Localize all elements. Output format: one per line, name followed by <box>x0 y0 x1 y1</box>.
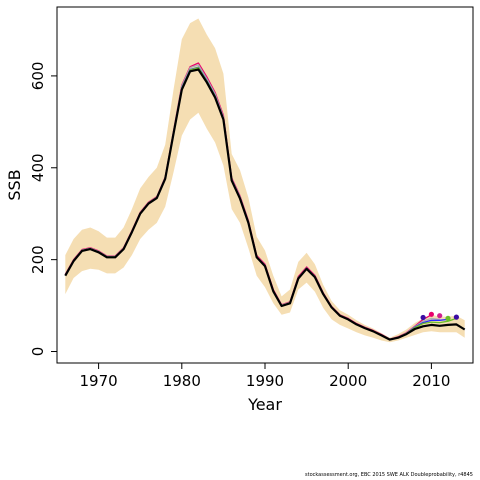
x-tick-label: 1970 <box>80 372 118 390</box>
end-points-layer <box>420 311 459 321</box>
x-tick-label: 2000 <box>329 372 367 390</box>
series-line-3 <box>64 66 449 341</box>
series-layer <box>64 62 466 341</box>
y-tick-label: 600 <box>29 62 47 91</box>
series-line-2 <box>64 64 440 340</box>
series-line-5 <box>64 68 466 341</box>
end-point-4 <box>445 315 451 321</box>
end-point-1 <box>420 314 426 321</box>
x-axis-title: Year <box>247 395 282 414</box>
confidence-band-layer <box>65 18 465 343</box>
end-point-3 <box>437 313 443 319</box>
y-tick-label: 0 <box>29 347 47 357</box>
y-axis: 0 200 400 600 <box>29 62 57 357</box>
x-tick-label: 1990 <box>246 372 284 390</box>
series-line-4 <box>64 66 457 341</box>
x-axis: 1970 1980 1990 2000 2010 <box>80 363 450 390</box>
x-tick-label: 1980 <box>163 372 201 390</box>
y-tick-label: 400 <box>29 153 47 182</box>
y-tick-label: 200 <box>29 245 47 274</box>
y-axis-title: SSB <box>5 169 24 200</box>
end-point-5 <box>453 314 459 320</box>
end-point-2 <box>428 311 434 317</box>
plot-frame <box>56 6 474 364</box>
footnote: stockassessment.org, EBC 2015 SWE ALK Do… <box>305 472 473 478</box>
x-tick-label: 2010 <box>412 372 450 390</box>
confidence-band <box>65 18 465 343</box>
